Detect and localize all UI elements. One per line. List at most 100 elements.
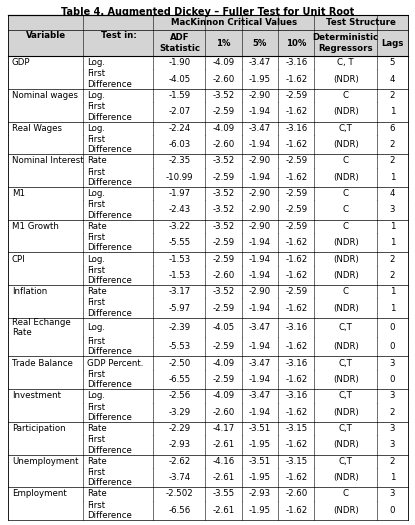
Text: -1.62: -1.62 <box>285 303 308 312</box>
Text: -2.60: -2.60 <box>212 271 235 280</box>
Text: -5.55: -5.55 <box>168 238 190 247</box>
Text: CPI: CPI <box>12 255 26 264</box>
Text: 4: 4 <box>390 75 395 83</box>
Text: -2.43: -2.43 <box>168 205 190 215</box>
Text: -6.56: -6.56 <box>168 506 190 515</box>
Text: (NDR): (NDR) <box>333 271 359 280</box>
Text: -1.94: -1.94 <box>249 173 271 182</box>
Text: -1.62: -1.62 <box>285 271 308 280</box>
Bar <box>8 135 408 154</box>
Bar <box>8 370 408 389</box>
Text: -3.51: -3.51 <box>249 424 271 433</box>
Text: 2: 2 <box>390 156 395 165</box>
Text: Deterministic
Regressors: Deterministic Regressors <box>312 34 379 52</box>
Text: -3.47: -3.47 <box>249 359 271 368</box>
Text: -3.17: -3.17 <box>168 287 190 296</box>
Text: 3: 3 <box>390 205 395 215</box>
Bar <box>8 69 408 89</box>
Bar <box>8 201 408 219</box>
Text: -2.59: -2.59 <box>212 375 234 384</box>
Text: -2.90: -2.90 <box>249 287 271 296</box>
Text: -1.62: -1.62 <box>285 408 308 417</box>
Text: (NDR): (NDR) <box>333 473 359 482</box>
Text: C,T: C,T <box>339 323 353 332</box>
Bar <box>8 356 408 370</box>
Text: -1.62: -1.62 <box>285 107 308 117</box>
Text: First
Difference: First Difference <box>87 370 132 389</box>
Text: -2.24: -2.24 <box>168 124 190 133</box>
Text: 2: 2 <box>390 255 395 264</box>
Text: (NDR): (NDR) <box>333 140 359 149</box>
Text: -1.53: -1.53 <box>168 271 190 280</box>
Bar <box>8 56 408 69</box>
Text: -3.52: -3.52 <box>212 189 235 198</box>
Text: -5.53: -5.53 <box>168 342 190 351</box>
Bar <box>8 298 408 318</box>
Text: -1.62: -1.62 <box>285 140 308 149</box>
Text: 1: 1 <box>390 238 395 247</box>
Bar <box>8 121 408 135</box>
Text: -2.59: -2.59 <box>212 238 234 247</box>
Text: -3.16: -3.16 <box>285 323 308 332</box>
Text: -4.09: -4.09 <box>212 58 234 67</box>
Text: -2.59: -2.59 <box>212 107 234 117</box>
Text: GDP: GDP <box>12 58 30 67</box>
Text: M1 Growth: M1 Growth <box>12 222 59 231</box>
Text: -3.47: -3.47 <box>249 124 271 133</box>
Text: -1.53: -1.53 <box>168 255 190 264</box>
Text: First
Difference: First Difference <box>87 167 132 187</box>
Text: -3.15: -3.15 <box>285 424 308 433</box>
Text: C,T: C,T <box>339 359 353 368</box>
Text: -2.62: -2.62 <box>168 457 190 466</box>
Text: -2.59: -2.59 <box>285 189 308 198</box>
Text: 2: 2 <box>390 457 395 466</box>
Text: -3.16: -3.16 <box>285 58 308 67</box>
Bar <box>8 501 408 520</box>
Text: -1.95: -1.95 <box>249 75 271 83</box>
Text: -1.62: -1.62 <box>285 75 308 83</box>
Text: -3.47: -3.47 <box>249 323 271 332</box>
Text: -3.22: -3.22 <box>168 222 190 231</box>
Text: 4: 4 <box>390 189 395 198</box>
Bar <box>8 167 408 187</box>
Text: 1: 1 <box>390 473 395 482</box>
Text: C,T: C,T <box>339 124 353 133</box>
Bar <box>315 15 408 30</box>
Text: Rate: Rate <box>87 457 107 466</box>
Text: -2.502: -2.502 <box>166 489 193 498</box>
Text: -2.39: -2.39 <box>168 323 190 332</box>
Text: (NDR): (NDR) <box>333 408 359 417</box>
Text: C: C <box>343 91 349 100</box>
Text: -1.62: -1.62 <box>285 342 308 351</box>
Text: -3.52: -3.52 <box>212 222 235 231</box>
Text: -1.62: -1.62 <box>285 238 308 247</box>
Text: -1.94: -1.94 <box>249 107 271 117</box>
Bar <box>8 389 408 403</box>
Text: Test in:: Test in: <box>100 31 136 40</box>
Text: (NDR): (NDR) <box>333 255 359 264</box>
Text: -2.50: -2.50 <box>168 359 190 368</box>
Text: Investment: Investment <box>12 391 61 401</box>
Text: -2.59: -2.59 <box>285 91 308 100</box>
Text: -3.52: -3.52 <box>212 287 235 296</box>
Text: C: C <box>343 287 349 296</box>
Text: (NDR): (NDR) <box>333 75 359 83</box>
Text: Log.: Log. <box>87 255 105 264</box>
Text: 3: 3 <box>390 391 395 401</box>
Text: Test Structure: Test Structure <box>326 18 396 27</box>
Text: 0: 0 <box>390 323 395 332</box>
Bar <box>205 30 242 56</box>
Text: -2.59: -2.59 <box>285 287 308 296</box>
Text: GDP Percent.: GDP Percent. <box>87 359 144 368</box>
Text: -1.62: -1.62 <box>285 255 308 264</box>
Text: 2: 2 <box>390 91 395 100</box>
Text: First
Difference: First Difference <box>87 403 132 422</box>
Text: -1.95: -1.95 <box>249 506 271 515</box>
Text: -1.62: -1.62 <box>285 375 308 384</box>
Text: Rate: Rate <box>87 424 107 433</box>
Text: C: C <box>343 205 349 215</box>
Text: -3.47: -3.47 <box>249 58 271 67</box>
Text: 0: 0 <box>390 342 395 351</box>
Text: Rate: Rate <box>87 156 107 165</box>
Text: 2: 2 <box>390 408 395 417</box>
